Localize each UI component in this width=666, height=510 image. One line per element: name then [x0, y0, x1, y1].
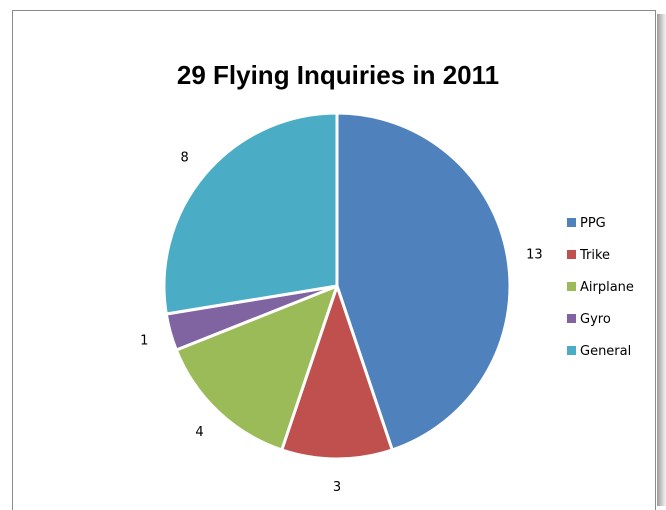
legend-label-gyro: Gyro	[580, 312, 611, 327]
legend-label-airplane: Airplane	[580, 280, 634, 295]
data-label-airplane: 4	[195, 425, 203, 440]
legend-swatch-ppg	[567, 218, 576, 227]
data-label-general: 8	[180, 151, 188, 166]
pie-slice-airplane	[174, 284, 339, 452]
chart-title: 29 Flying Inquiries in 2011	[177, 60, 499, 90]
pie-slice-general	[162, 111, 339, 316]
data-label-trike: 3	[333, 480, 341, 495]
chart-frame-shadow	[657, 14, 666, 506]
legend-swatch-general	[567, 346, 576, 355]
pie-slice-trike	[280, 284, 394, 461]
legend: PPG Trike Airplane Gyro General	[567, 216, 634, 359]
data-label-ppg: 13	[526, 248, 543, 263]
data-label-gyro: 1	[140, 334, 148, 349]
legend-label-general: General	[580, 344, 631, 359]
data-labels: 13 3 4 1 8	[140, 151, 543, 496]
pie-slices	[162, 111, 512, 461]
legend-label-ppg: PPG	[580, 216, 606, 231]
legend-label-trike: Trike	[579, 248, 610, 263]
pie-slice-ppg	[335, 111, 512, 452]
legend-swatch-trike	[567, 250, 576, 259]
legend-swatch-airplane	[567, 282, 576, 291]
legend-swatch-gyro	[567, 314, 576, 323]
